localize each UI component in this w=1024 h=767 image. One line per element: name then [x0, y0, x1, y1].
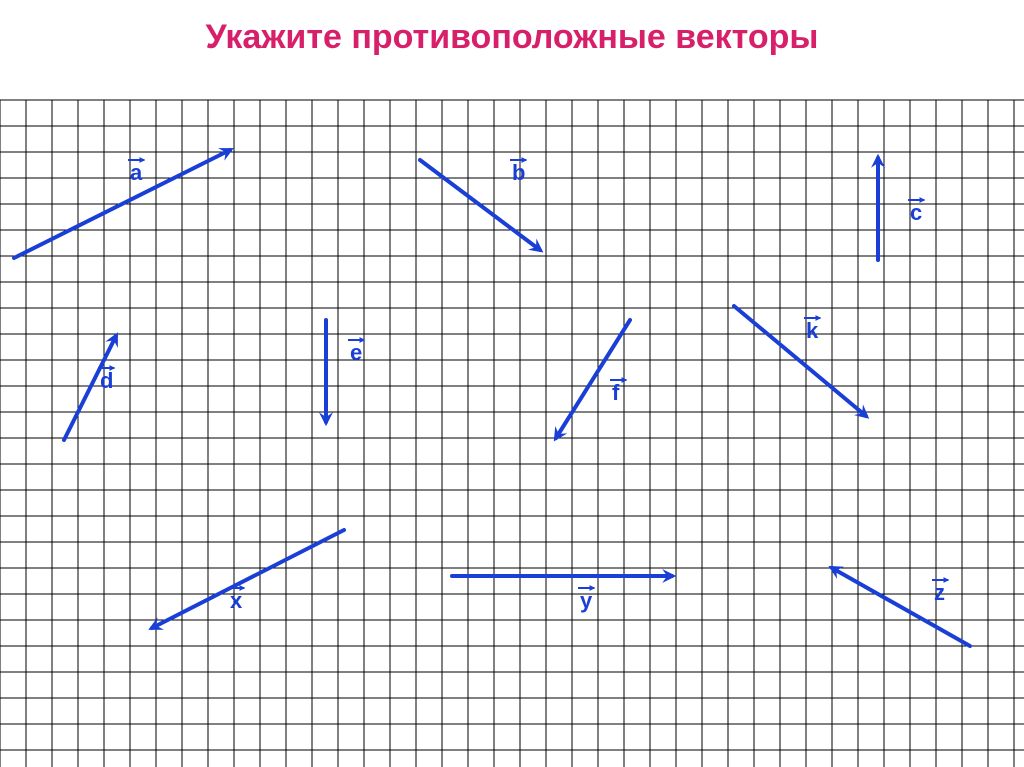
vector-c: c: [878, 158, 924, 260]
vector-f: f: [556, 320, 630, 438]
vector-f-label: f: [612, 380, 620, 405]
grid: [0, 100, 1024, 767]
vector-x: x: [152, 530, 344, 628]
vector-x-label: x: [230, 588, 243, 613]
vector-d: d: [64, 336, 116, 440]
vector-a-label: a: [130, 160, 143, 185]
vector-b-label: b: [512, 160, 525, 185]
vector-e-label: e: [350, 340, 362, 365]
vector-b: b: [420, 160, 540, 250]
vector-e: e: [326, 320, 364, 422]
vector-z-line: [832, 568, 970, 646]
vector-y-label: y: [580, 588, 593, 613]
vector-k-label: k: [806, 318, 819, 343]
vector-d-label: d: [100, 368, 113, 393]
vector-diagram: a b c d e f k x y z: [0, 0, 1024, 767]
vector-z-label: z: [934, 580, 945, 605]
vector-x-line: [152, 530, 344, 628]
vector-c-label: c: [910, 200, 922, 225]
vectors: a b c d e f k x y z: [14, 150, 970, 646]
vector-z: z: [832, 568, 970, 646]
